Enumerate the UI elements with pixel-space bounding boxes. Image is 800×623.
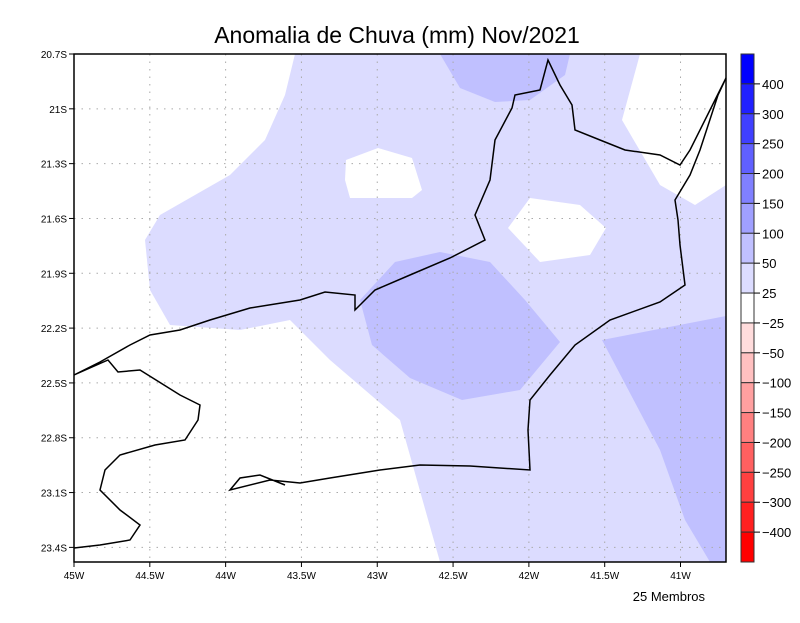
white-coast-ne: [622, 54, 726, 205]
x-tick-label: 42.5W: [439, 571, 468, 582]
ensemble-members-note: 25 Membros: [633, 589, 706, 604]
y-tick-label: 22.8S: [41, 434, 67, 445]
y-tick-label: 22.2S: [41, 324, 67, 335]
colorbar-label: −150: [762, 406, 791, 421]
x-tick-label: 44.5W: [135, 571, 164, 582]
white-island-1: [345, 148, 422, 198]
colorbar-label: 150: [762, 196, 784, 211]
colorbar-swatch: [740, 322, 755, 354]
x-tick-label: 42W: [519, 571, 540, 582]
colorbar-swatch: [740, 232, 755, 264]
colorbar-swatch: [740, 173, 755, 204]
colorbar-label: −50: [762, 346, 784, 361]
colorbar-label: −400: [762, 525, 791, 540]
y-tick-label: 21.3S: [41, 160, 67, 171]
colorbar-swatch: [740, 262, 755, 294]
colorbar-label: 250: [762, 137, 784, 152]
colorbar-swatch: [740, 441, 755, 473]
x-tick-label: 45W: [64, 571, 85, 582]
x-tick-label: 43W: [367, 571, 388, 582]
colorbar-swatch: [740, 471, 755, 503]
anomaly-50-100-center: [360, 252, 560, 400]
colorbar-label: 300: [762, 107, 784, 122]
anomaly-50-100-se: [602, 316, 726, 562]
colorbar-label: 400: [762, 77, 784, 92]
colorbar-swatch: [740, 83, 755, 115]
x-tick-label: 41.5W: [590, 571, 619, 582]
colorbar-label: −100: [762, 376, 791, 391]
map-title: Anomalia de Chuva (mm) Nov/2021: [214, 22, 580, 48]
colorbar: 400 300 250 200 150 100 50 25 −25 −50 −100 −150 −200…: [740, 53, 791, 563]
colorbar-label: 25: [762, 286, 776, 301]
colorbar-label: −300: [762, 495, 791, 510]
colorbar-swatch: [740, 143, 755, 175]
y-tick-label: 22.5S: [41, 379, 67, 390]
y-tick-label: 21.9S: [41, 269, 67, 280]
x-tick-label: 44W: [215, 571, 236, 582]
white-island-2: [508, 198, 606, 262]
y-tick-label: 21S: [49, 105, 67, 116]
anomaly-fields: [74, 54, 726, 562]
x-tick-label: 41W: [670, 571, 691, 582]
colorbar-swatch: [740, 382, 755, 414]
colorbar-swatch: [740, 412, 755, 443]
axis-ticks: 45W 44.5W 44W 43.5W 43W 42.5W 42W 41.5W 41W 20.7S…: [41, 50, 691, 582]
colorbar-swatch: [740, 53, 755, 85]
colorbar-swatch: [740, 292, 755, 324]
colorbar-label: 50: [762, 256, 776, 271]
colorbar-label: −25: [762, 316, 784, 331]
colorbar-swatch: [740, 113, 755, 145]
colorbar-swatch: [740, 501, 755, 533]
y-tick-label: 23.1S: [41, 489, 67, 500]
y-tick-label: 20.7S: [41, 50, 67, 61]
colorbar-label: 100: [762, 226, 784, 241]
colorbar-swatch: [740, 352, 755, 384]
y-tick-label: 23.4S: [41, 543, 67, 554]
colorbar-swatch: [740, 202, 755, 234]
colorbar-label: −250: [762, 465, 791, 480]
colorbar-label: 200: [762, 167, 784, 182]
y-tick-label: 21.6S: [41, 214, 67, 225]
coastline: [73, 57, 727, 549]
plot-frame: [73, 53, 727, 563]
colorbar-label: −200: [762, 435, 791, 450]
x-tick-label: 43.5W: [287, 571, 316, 582]
colorbar-swatch: [740, 531, 755, 563]
